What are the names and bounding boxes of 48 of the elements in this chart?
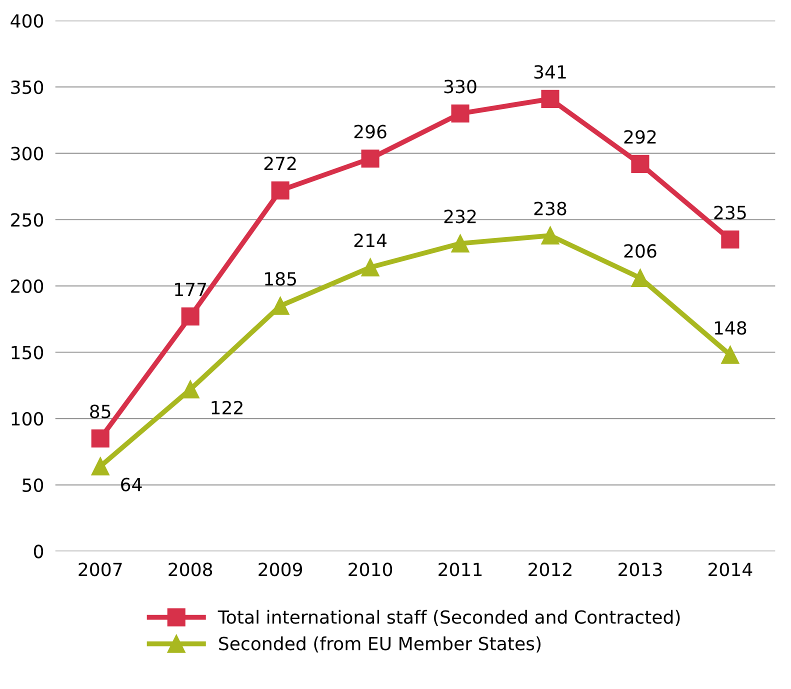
point — [541, 226, 560, 245]
y-tick-label: 300 — [11, 146, 44, 160]
data-label: 292 — [624, 130, 656, 144]
point — [631, 154, 650, 173]
data-label: 64 — [121, 478, 142, 492]
y-tick-label: 200 — [11, 279, 44, 294]
point — [361, 150, 380, 168]
x-tick-label: 2011 — [438, 562, 482, 576]
y-tick-label: 400 — [10, 14, 44, 28]
legend-label: Total international staff (Seconded and Contracted) — [218, 610, 680, 626]
data-label: 238 — [534, 202, 566, 216]
x-tick-label: 2007 — [78, 562, 122, 576]
data-label: 177 — [175, 282, 206, 296]
data-label: 185 — [265, 272, 296, 286]
point — [451, 104, 470, 123]
data-label: 232 — [444, 210, 476, 224]
data-label: 214 — [354, 234, 387, 247]
y-tick-label: 50 — [22, 478, 44, 492]
data-label: 296 — [354, 124, 386, 138]
point — [91, 457, 110, 476]
data-label: 235 — [714, 206, 746, 220]
x-tick-label: 2010 — [348, 562, 392, 576]
y-tick-label: 100 — [12, 412, 44, 426]
point — [181, 307, 200, 326]
y-tick-label: 250 — [11, 213, 44, 227]
x-tick-label: 2014 — [708, 562, 752, 576]
data-label: 85 — [90, 404, 110, 418]
point — [721, 346, 740, 364]
point — [271, 181, 290, 200]
point — [451, 234, 470, 253]
y-tick-label: 150 — [12, 346, 44, 360]
y-tick-label: 0 — [34, 544, 44, 558]
point — [721, 230, 740, 249]
point — [361, 258, 380, 276]
y-tick-label: 350 — [11, 80, 44, 94]
x-tick-label: 2008 — [168, 562, 212, 576]
data-label: 206 — [624, 244, 656, 258]
legend-label: Seconded (from EU Member States) — [219, 636, 541, 652]
x-tick-label: 2012 — [528, 562, 572, 576]
x-tick-label: 2009 — [258, 562, 302, 576]
data-label: 341 — [534, 65, 566, 79]
x-tick-label: 2013 — [618, 562, 662, 576]
data-label: 122 — [212, 400, 242, 414]
point — [91, 429, 110, 448]
data-label: 148 — [714, 321, 746, 335]
point — [541, 90, 560, 108]
data-label: 272 — [264, 156, 296, 170]
data-label: 330 — [444, 80, 476, 94]
